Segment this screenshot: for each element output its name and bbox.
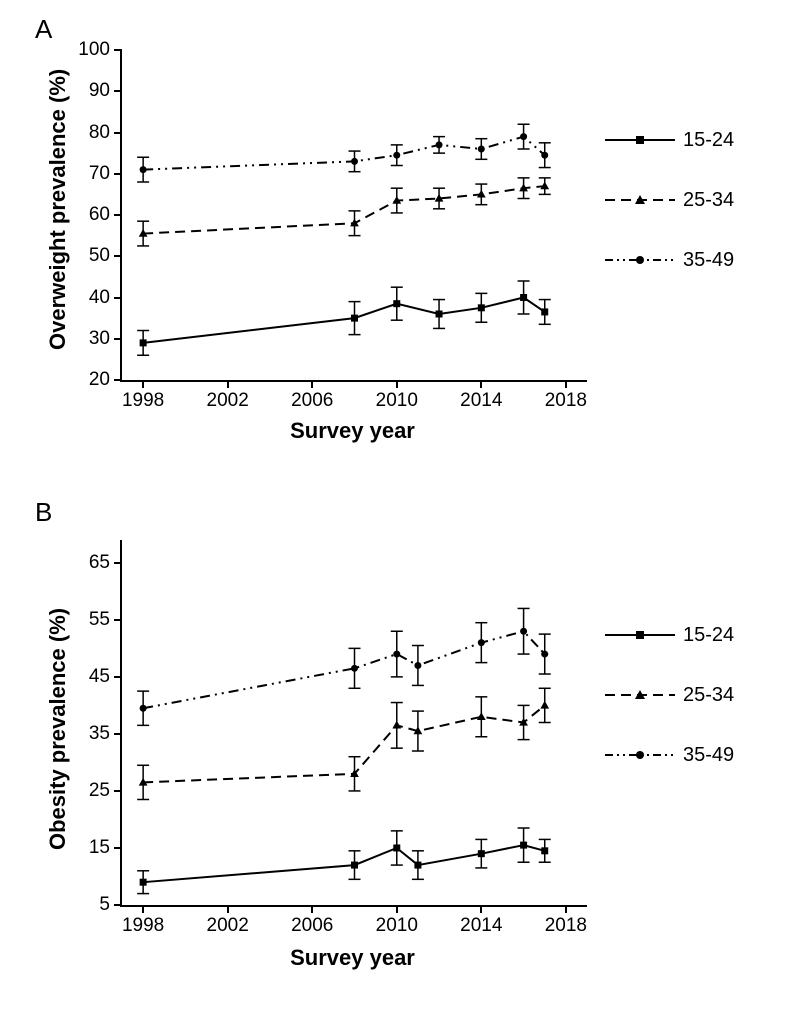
legend-b-sample-35-49 — [605, 745, 675, 765]
x-tick — [480, 380, 482, 388]
panel-a-legend: 15-24 25-34 35-49 — [605, 110, 734, 290]
x-tick-label: 2010 — [372, 915, 422, 937]
panel-a-plot: 1998200220062010201420182030405060708090… — [120, 50, 587, 382]
y-tick — [114, 338, 122, 340]
y-tick-label: 20 — [70, 369, 110, 391]
y-tick-label: 90 — [70, 80, 110, 102]
panel-a-ylabel: Overweight prevalence (%) — [45, 69, 71, 350]
x-tick — [311, 905, 313, 913]
y-tick — [114, 90, 122, 92]
y-tick — [114, 733, 122, 735]
y-tick — [114, 562, 122, 564]
y-tick — [114, 904, 122, 906]
x-tick — [396, 380, 398, 388]
y-tick-label: 15 — [70, 837, 110, 859]
x-tick-label: 2002 — [203, 915, 253, 937]
y-tick-label: 45 — [70, 666, 110, 688]
x-tick-label: 2006 — [287, 915, 337, 937]
legend-item-35-49: 35-49 — [605, 230, 734, 290]
x-tick-label: 2018 — [541, 390, 591, 412]
x-tick — [142, 905, 144, 913]
x-tick — [227, 905, 229, 913]
y-tick — [114, 847, 122, 849]
y-tick — [114, 676, 122, 678]
legend-item-15-24: 15-24 — [605, 110, 734, 170]
legend-b-item-25-34: 25-34 — [605, 665, 734, 725]
y-tick-label: 100 — [70, 39, 110, 61]
x-tick-label: 2014 — [456, 915, 506, 937]
plot-svg — [122, 540, 587, 905]
legend-label-25-34: 25-34 — [683, 189, 734, 212]
legend-sample-15-24 — [605, 130, 675, 150]
x-tick-label: 1998 — [118, 915, 168, 937]
y-tick-label: 60 — [70, 204, 110, 226]
x-tick-label: 2010 — [372, 390, 422, 412]
x-tick — [396, 905, 398, 913]
y-tick — [114, 379, 122, 381]
panel-b-ylabel: Obesity prevalence (%) — [45, 608, 71, 850]
x-tick-label: 2018 — [541, 915, 591, 937]
panel-b-xlabel: Survey year — [120, 945, 585, 971]
legend-b-label-35-49: 35-49 — [683, 744, 734, 767]
y-tick-label: 30 — [70, 328, 110, 350]
y-tick-label: 35 — [70, 723, 110, 745]
x-tick — [227, 380, 229, 388]
y-tick-label: 80 — [70, 122, 110, 144]
plot-svg — [122, 50, 587, 380]
figure-container: A 19982002200620102014201820304050607080… — [0, 0, 789, 1016]
y-tick-label: 70 — [70, 163, 110, 185]
legend-b-label-25-34: 25-34 — [683, 684, 734, 707]
x-tick — [311, 380, 313, 388]
panel-a-label: A — [35, 14, 52, 45]
x-tick-label: 1998 — [118, 390, 168, 412]
panel-b-label: B — [35, 497, 52, 528]
legend-label-35-49: 35-49 — [683, 249, 734, 272]
legend-b-item-15-24: 15-24 — [605, 605, 734, 665]
x-tick-label: 2014 — [456, 390, 506, 412]
y-tick — [114, 297, 122, 299]
x-tick — [142, 380, 144, 388]
legend-sample-25-34 — [605, 190, 675, 210]
y-tick-label: 5 — [70, 894, 110, 916]
y-tick — [114, 49, 122, 51]
legend-b-item-35-49: 35-49 — [605, 725, 734, 785]
x-tick — [565, 380, 567, 388]
y-tick — [114, 132, 122, 134]
y-tick-label: 65 — [70, 552, 110, 574]
y-tick-label: 25 — [70, 780, 110, 802]
y-tick-label: 40 — [70, 287, 110, 309]
legend-b-sample-25-34 — [605, 685, 675, 705]
legend-label-15-24: 15-24 — [683, 129, 734, 152]
x-tick — [480, 905, 482, 913]
x-tick-label: 2002 — [203, 390, 253, 412]
x-tick-label: 2006 — [287, 390, 337, 412]
panel-b-plot: 1998200220062010201420185152535455565 — [120, 540, 587, 907]
y-tick-label: 50 — [70, 245, 110, 267]
legend-sample-35-49 — [605, 250, 675, 270]
legend-b-sample-15-24 — [605, 625, 675, 645]
y-tick — [114, 619, 122, 621]
legend-item-25-34: 25-34 — [605, 170, 734, 230]
y-tick-label: 55 — [70, 609, 110, 631]
panel-b-legend: 15-24 25-34 35-49 — [605, 605, 734, 785]
y-tick — [114, 214, 122, 216]
x-tick — [565, 905, 567, 913]
y-tick — [114, 173, 122, 175]
y-tick — [114, 255, 122, 257]
y-tick — [114, 790, 122, 792]
panel-a-xlabel: Survey year — [120, 418, 585, 444]
legend-b-label-15-24: 15-24 — [683, 624, 734, 647]
